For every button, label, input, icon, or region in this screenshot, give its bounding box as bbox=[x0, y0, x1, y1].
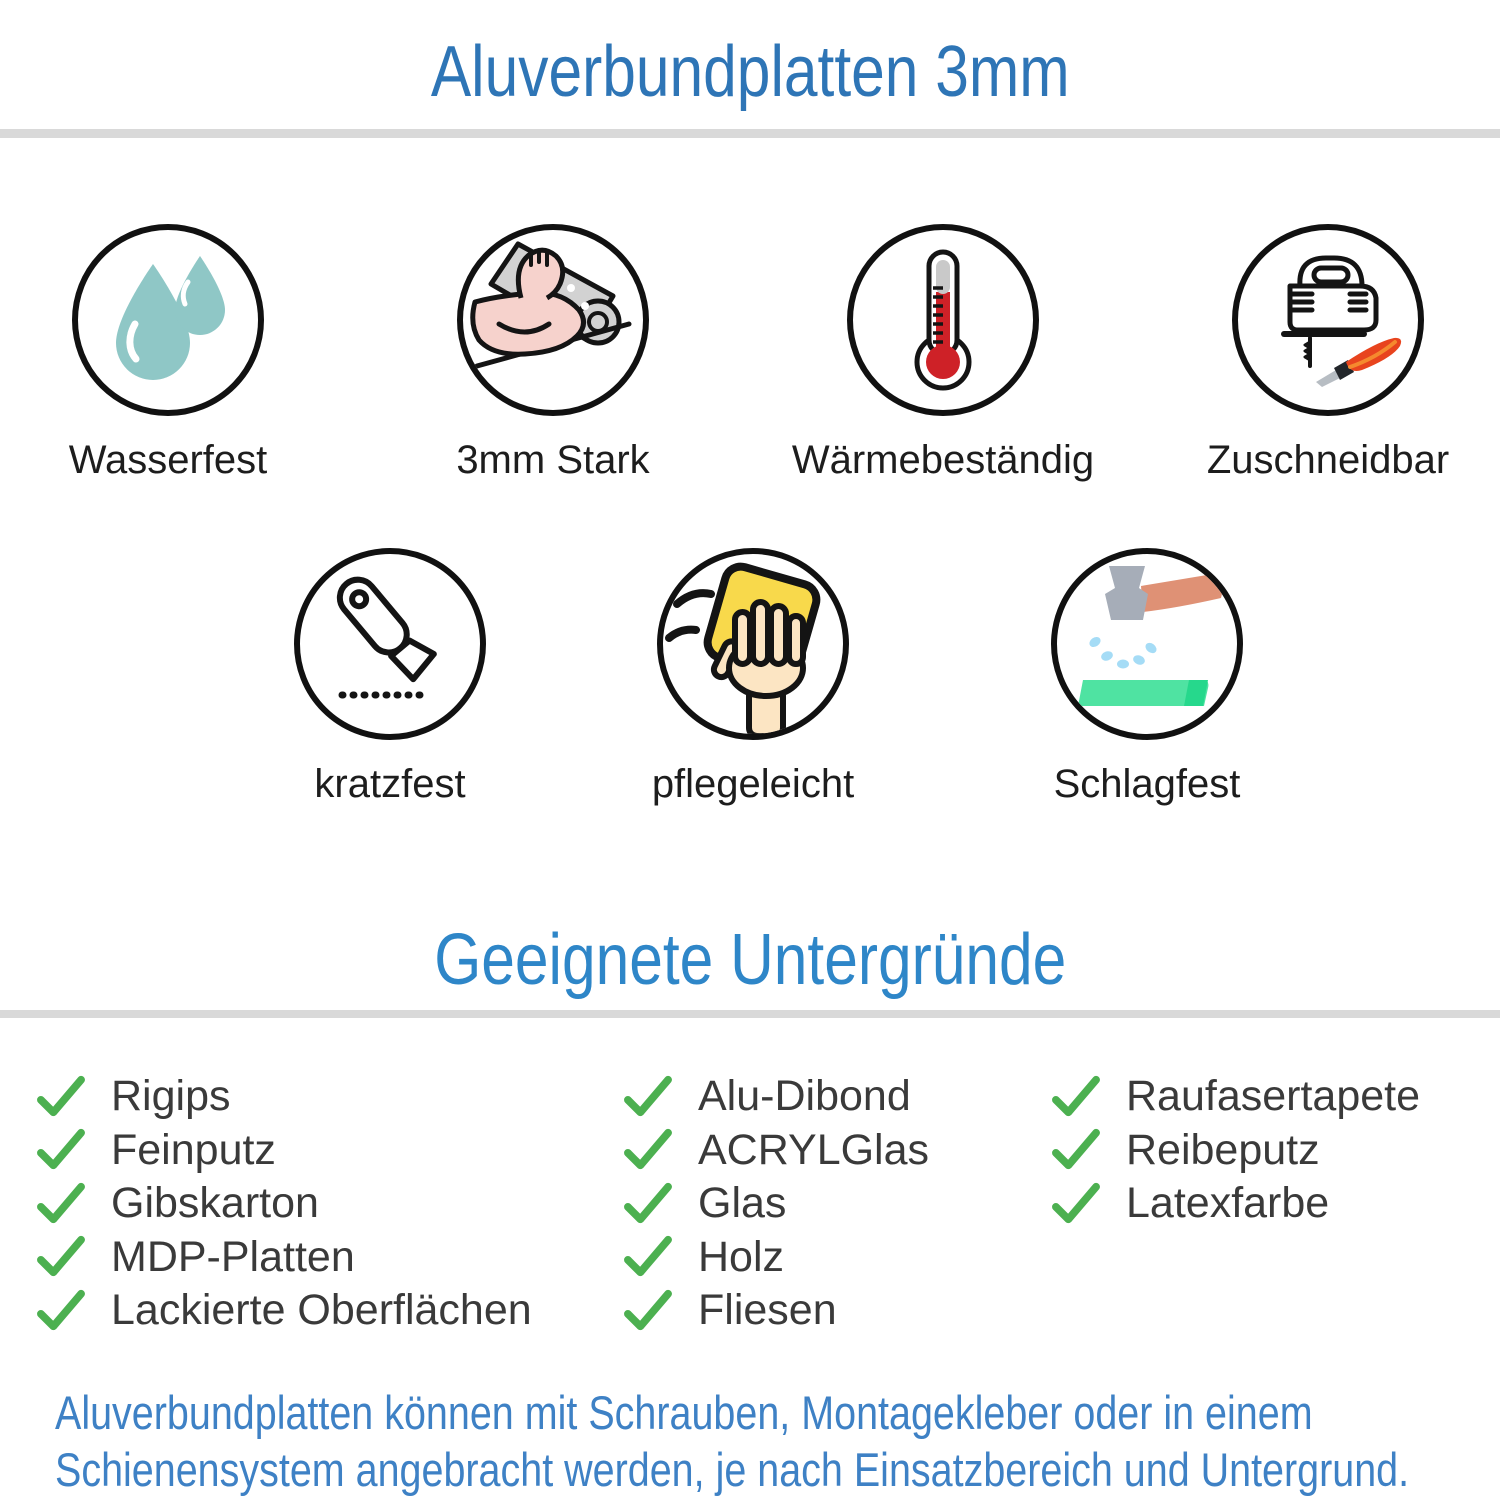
substrate-column-1: Rigips Feinputz Gibskarton MDP-Platten L… bbox=[35, 1070, 532, 1338]
strong-arm-icon bbox=[457, 224, 649, 416]
feature-label: 3mm Stark bbox=[456, 438, 650, 482]
feature-kratzfest: kratzfest bbox=[230, 548, 550, 806]
list-item: Reibeputz bbox=[1050, 1124, 1420, 1178]
checkmark-icon bbox=[622, 1181, 674, 1227]
substrate-column-2: Alu-Dibond ACRYLGlas Glas Holz Fliesen bbox=[622, 1070, 929, 1338]
list-item-label: Holz bbox=[698, 1232, 785, 1281]
page-title: Aluverbundplatten 3mm bbox=[0, 36, 1500, 108]
list-item: Raufasertapete bbox=[1050, 1070, 1420, 1124]
footer-note: Aluverbundplatten können mit Schrauben, … bbox=[55, 1384, 1500, 1498]
checkmark-icon bbox=[622, 1234, 674, 1280]
feature-schlagfest: Schlagfest bbox=[987, 548, 1307, 806]
water-drops-icon bbox=[72, 224, 264, 416]
checkmark-icon bbox=[35, 1074, 87, 1120]
checkmark-icon bbox=[622, 1074, 674, 1120]
feature-3mm-stark: 3mm Stark bbox=[393, 224, 713, 482]
checkmark-icon bbox=[1050, 1074, 1102, 1120]
list-item-label: Feinputz bbox=[111, 1125, 276, 1174]
footer-line: Schienensystem angebracht werden, je nac… bbox=[55, 1443, 1410, 1496]
list-item-label: ACRYLGlas bbox=[698, 1125, 930, 1174]
list-item-label: Raufasertapete bbox=[1126, 1072, 1421, 1121]
feature-waermebestaendig: Wärmebeständig bbox=[783, 224, 1103, 482]
list-item-label: Lackierte Oberflächen bbox=[111, 1286, 532, 1335]
list-item: Holz bbox=[622, 1231, 929, 1285]
list-item-label: Fliesen bbox=[698, 1286, 837, 1335]
list-item: Glas bbox=[622, 1177, 929, 1231]
feature-label: Schlagfest bbox=[1053, 762, 1241, 806]
cleaning-hand-icon bbox=[657, 548, 849, 740]
list-item-label: Latexfarbe bbox=[1126, 1179, 1330, 1228]
list-item: Gibskarton bbox=[35, 1177, 532, 1231]
checkmark-icon bbox=[35, 1288, 87, 1334]
list-item: ACRYLGlas bbox=[622, 1124, 929, 1178]
feature-label: Wärmebeständig bbox=[791, 438, 1095, 482]
jigsaw-icon bbox=[1232, 224, 1424, 416]
feature-label: kratzfest bbox=[314, 762, 466, 806]
list-item-label: MDP-Platten bbox=[111, 1232, 355, 1281]
list-item: MDP-Platten bbox=[35, 1231, 532, 1285]
checkmark-icon bbox=[35, 1234, 87, 1280]
footer-line: Aluverbundplatten können mit Schrauben, … bbox=[55, 1386, 1313, 1439]
section-title-text: Geeignete Untergründe bbox=[433, 920, 1067, 1000]
feature-pflegeleicht: pflegeleicht bbox=[593, 548, 913, 806]
list-item: Feinputz bbox=[35, 1124, 532, 1178]
list-item: Lackierte Oberflächen bbox=[35, 1284, 532, 1338]
section-title: Geeignete Untergründe bbox=[0, 924, 1500, 996]
substrate-column-3: Raufasertapete Reibeputz Latexfarbe bbox=[1050, 1070, 1420, 1231]
feature-label: Zuschneidbar bbox=[1206, 438, 1450, 482]
list-item-label: Gibskarton bbox=[111, 1179, 319, 1228]
checkmark-icon bbox=[35, 1181, 87, 1227]
checkmark-icon bbox=[1050, 1181, 1102, 1227]
feature-label: pflegeleicht bbox=[651, 762, 855, 806]
checkmark-icon bbox=[1050, 1127, 1102, 1173]
feature-wasserfest: Wasserfest bbox=[8, 224, 328, 482]
list-item-label: Glas bbox=[698, 1179, 787, 1228]
thermometer-icon bbox=[847, 224, 1039, 416]
list-item: Fliesen bbox=[622, 1284, 929, 1338]
checkmark-icon bbox=[622, 1127, 674, 1173]
checkmark-icon bbox=[622, 1288, 674, 1334]
list-item: Rigips bbox=[35, 1070, 532, 1124]
list-item-label: Reibeputz bbox=[1126, 1125, 1320, 1174]
checkmark-icon bbox=[35, 1127, 87, 1173]
feature-zuschneidbar: Zuschneidbar bbox=[1168, 224, 1488, 482]
list-item-label: Alu-Dibond bbox=[698, 1072, 911, 1121]
list-item-label: Rigips bbox=[111, 1072, 231, 1121]
divider bbox=[0, 1010, 1500, 1018]
feature-label: Wasserfest bbox=[68, 438, 268, 482]
page-title-text: Aluverbundplatten 3mm bbox=[430, 32, 1070, 112]
list-item: Latexfarbe bbox=[1050, 1177, 1420, 1231]
list-item: Alu-Dibond bbox=[622, 1070, 929, 1124]
divider bbox=[0, 129, 1500, 138]
utility-knife-icon bbox=[294, 548, 486, 740]
hammer-icon bbox=[1051, 548, 1243, 740]
